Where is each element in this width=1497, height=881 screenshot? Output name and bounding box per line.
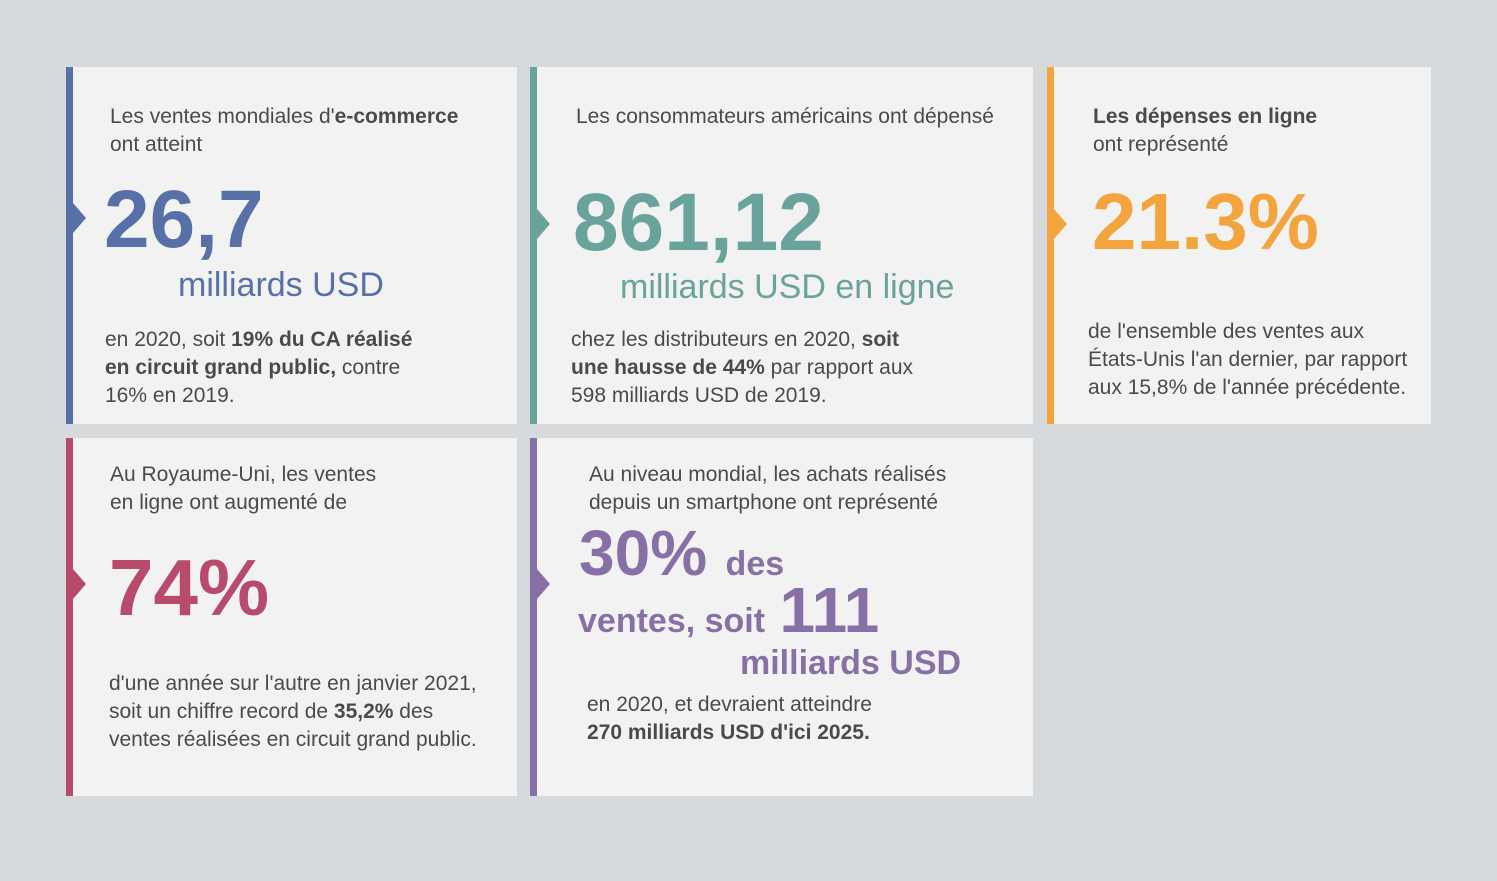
card-body: de l'ensemble des ventes aux États-Unis … <box>1088 320 1408 399</box>
stat-card-uk-growth: Au Royaume-Uni, les ventes en ligne ont … <box>66 438 517 796</box>
stat-card-ecommerce-sales: Les ventes mondiales d'e-commerce ont at… <box>66 67 517 424</box>
accent-bar <box>530 67 537 424</box>
pointer-arrow-icon <box>73 203 86 233</box>
stat-line-2: ventes, soit 111 <box>578 578 879 642</box>
card-intro: Au niveau mondial, les achats réalisés d… <box>589 463 947 514</box>
stat-value: 74% <box>109 543 270 632</box>
pointer-arrow-icon <box>73 569 86 599</box>
stat-text: ventes, soit <box>578 602 766 640</box>
stat-line-1: 30% des <box>579 521 784 585</box>
stat-unit: milliards USD <box>178 266 384 304</box>
stat-value: 26,7 <box>104 174 264 265</box>
pointer-arrow-icon <box>537 569 550 599</box>
card-intro: Les ventes mondiales d'e-commerce ont at… <box>110 105 459 156</box>
stat-card-online-share: Les dépenses en ligne ont représenté 21.… <box>1047 67 1431 424</box>
card-intro: Au Royaume-Uni, les ventes en ligne ont … <box>110 463 377 514</box>
accent-bar <box>530 438 537 796</box>
stat-card-us-spending: Les consommateurs américains ont dépensé… <box>530 67 1033 424</box>
stat-value: 21.3% <box>1092 177 1319 266</box>
card-intro: Les dépenses en ligne ont représenté <box>1093 105 1318 156</box>
stat-card-smartphone-share: Au niveau mondial, les achats réalisés d… <box>530 438 1033 796</box>
card-intro: Les consommateurs américains ont dépensé <box>576 105 994 128</box>
accent-bar <box>66 67 73 424</box>
stat-value: 861,12 <box>573 177 824 268</box>
card-body: en 2020, et devraient atteindre 270 mill… <box>587 693 872 744</box>
stat-unit: milliards USD en ligne <box>620 268 955 306</box>
pointer-arrow-icon <box>537 209 550 239</box>
card-body: en 2020, soit 19% du CA réalisé en circu… <box>105 328 413 407</box>
stat-value-amount: 111 <box>779 574 880 646</box>
pointer-arrow-icon <box>1054 209 1067 239</box>
stat-text: des <box>725 545 785 583</box>
accent-bar <box>1047 67 1054 424</box>
card-body: chez les distributeurs en 2020, soit une… <box>571 328 914 407</box>
accent-bar <box>66 438 73 796</box>
stat-value-percent: 30% <box>579 517 708 589</box>
stat-unit: milliards USD <box>740 644 962 682</box>
card-body: d'une année sur l'autre en janvier 2021,… <box>109 672 477 751</box>
